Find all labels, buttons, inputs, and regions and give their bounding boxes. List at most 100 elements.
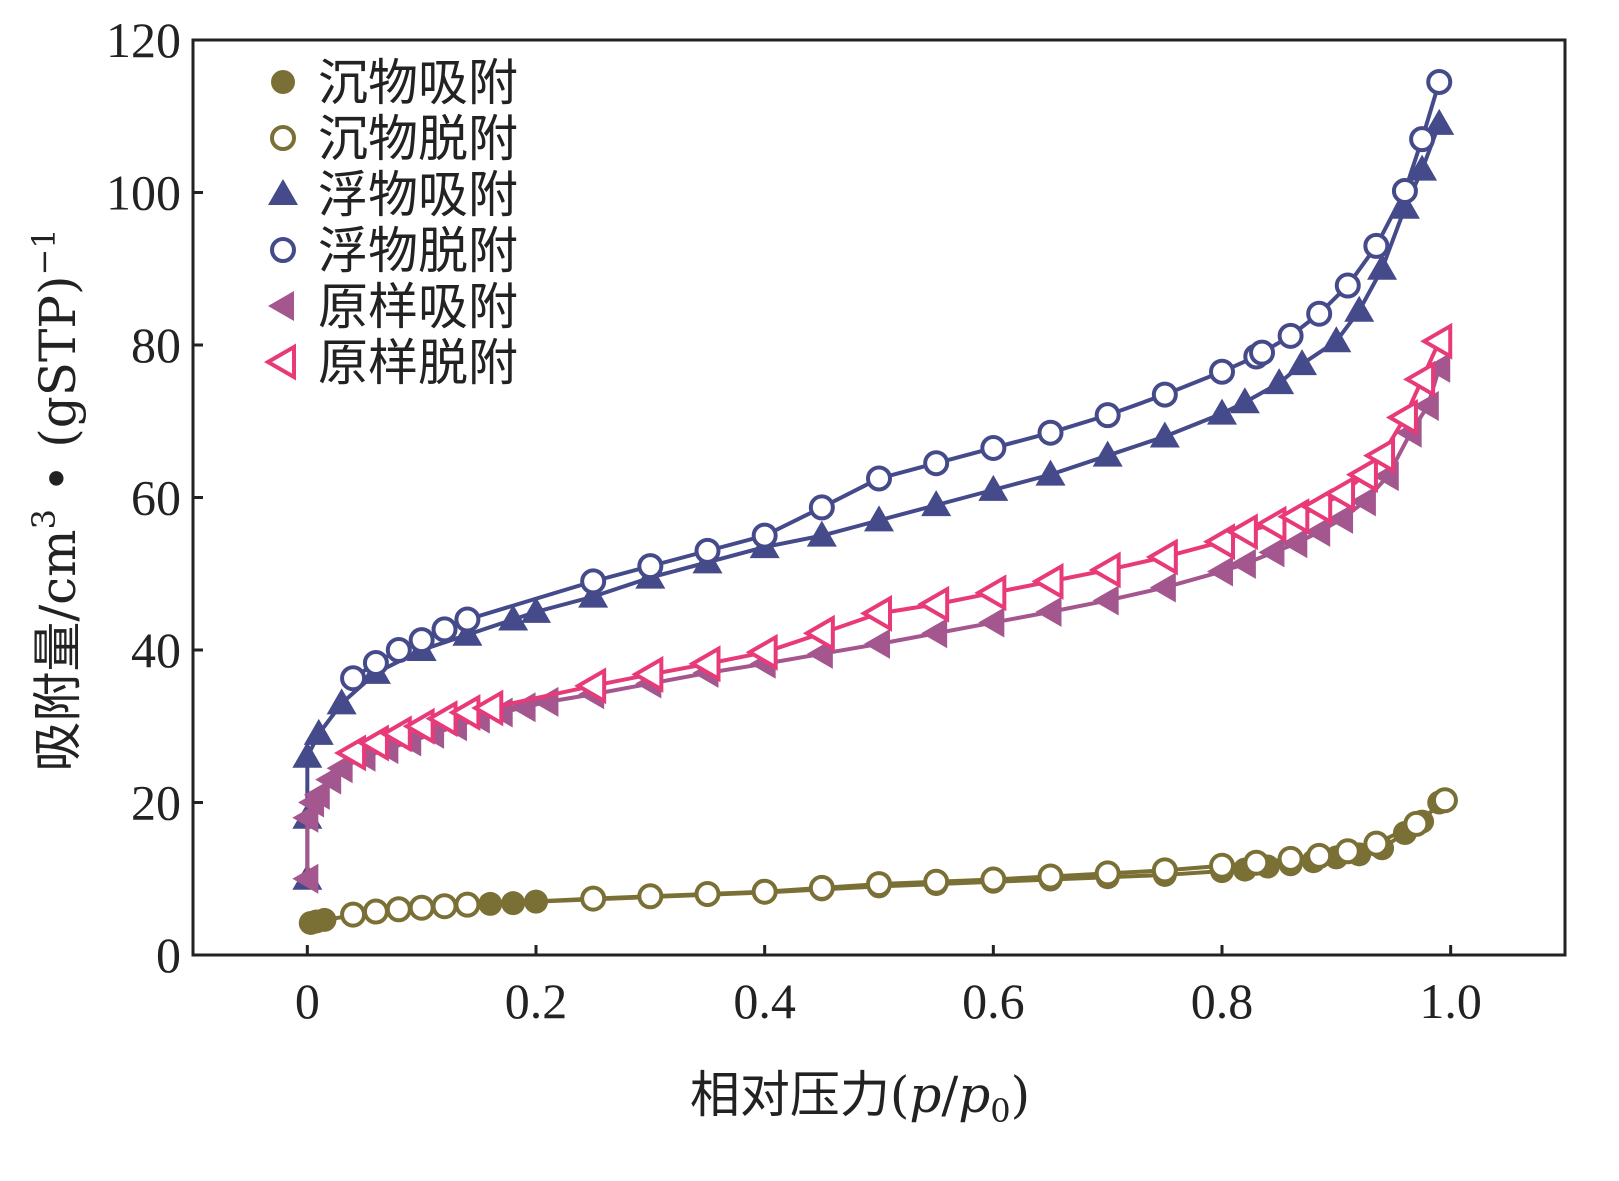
data-point bbox=[1092, 585, 1119, 616]
data-point bbox=[864, 505, 894, 532]
data-point bbox=[1323, 475, 1356, 513]
data-point bbox=[1363, 437, 1396, 475]
data-point bbox=[303, 779, 330, 810]
y-tick-label: 0 bbox=[156, 927, 181, 983]
data-point bbox=[1277, 322, 1304, 349]
data-point bbox=[356, 724, 389, 762]
data-point bbox=[362, 649, 389, 676]
data-point bbox=[1209, 852, 1235, 879]
data-point bbox=[1277, 845, 1304, 872]
data-point bbox=[1385, 398, 1418, 436]
data-point bbox=[448, 694, 481, 731]
y-tick-label: 40 bbox=[131, 622, 181, 678]
data-point bbox=[1094, 402, 1121, 429]
data-point bbox=[694, 537, 721, 564]
data-point bbox=[1327, 503, 1354, 534]
data-point bbox=[1403, 360, 1436, 398]
data-point bbox=[1151, 381, 1178, 408]
data-point bbox=[1264, 368, 1295, 395]
legend-label: 浮物脱附 bbox=[318, 222, 518, 280]
data-point bbox=[1389, 192, 1420, 219]
data-point bbox=[1287, 349, 1318, 376]
data-point bbox=[408, 627, 435, 654]
data-point bbox=[859, 594, 892, 632]
data-point bbox=[808, 874, 835, 901]
data-point bbox=[1151, 857, 1178, 884]
data-point bbox=[1391, 177, 1418, 204]
data-point bbox=[917, 585, 950, 623]
data-point bbox=[385, 896, 412, 923]
legend-label: 原样脱附 bbox=[318, 334, 518, 392]
data-point bbox=[521, 596, 551, 623]
data-point bbox=[1431, 787, 1458, 814]
legend-label: 沉物脱附 bbox=[318, 110, 518, 168]
data-point bbox=[425, 700, 458, 738]
data-point bbox=[1349, 486, 1376, 517]
data-point bbox=[1344, 295, 1375, 322]
y-tick-label: 120 bbox=[106, 12, 181, 68]
data-point bbox=[806, 520, 837, 547]
data-point bbox=[509, 692, 536, 723]
data-point bbox=[580, 568, 607, 595]
data-point bbox=[980, 866, 1007, 893]
data-point bbox=[1094, 860, 1121, 887]
data-point bbox=[1088, 551, 1121, 589]
data-point bbox=[574, 667, 607, 705]
data-point bbox=[1243, 849, 1270, 876]
data-point bbox=[1092, 440, 1123, 467]
data-point bbox=[292, 863, 319, 894]
data-point bbox=[431, 616, 458, 643]
data-point bbox=[866, 465, 892, 492]
data-point bbox=[688, 645, 721, 683]
data-point bbox=[1254, 505, 1287, 543]
data-point bbox=[452, 619, 483, 646]
data-point bbox=[974, 574, 1007, 612]
data-point bbox=[1426, 68, 1453, 95]
data-point bbox=[1409, 126, 1436, 153]
data-point bbox=[1149, 421, 1180, 448]
data-point bbox=[802, 614, 835, 652]
y-tick-label: 60 bbox=[131, 470, 181, 526]
y-tick-label: 100 bbox=[106, 165, 181, 221]
legend-item: 沉物吸附 bbox=[271, 54, 518, 112]
data-point bbox=[864, 628, 890, 659]
data-point bbox=[303, 718, 334, 745]
legend-item: 原样吸附 bbox=[268, 278, 518, 336]
data-point bbox=[978, 607, 1005, 638]
data-point bbox=[923, 868, 950, 895]
data-point bbox=[921, 490, 952, 517]
data-point bbox=[1424, 108, 1455, 135]
series-2 bbox=[292, 108, 1455, 890]
data-point bbox=[498, 604, 529, 631]
y-axis-label: 吸附量/cm3 • (gSTP)−1 bbox=[25, 228, 87, 771]
data-point bbox=[312, 907, 337, 932]
data-point bbox=[1412, 391, 1439, 421]
data-point bbox=[1207, 556, 1233, 587]
data-point bbox=[326, 753, 353, 784]
data-point bbox=[471, 689, 504, 727]
data-point bbox=[694, 881, 721, 907]
series-5 bbox=[334, 322, 1453, 772]
data-point bbox=[340, 901, 367, 928]
data-point bbox=[362, 898, 389, 925]
data-point bbox=[1031, 562, 1064, 600]
legend-label: 原样吸附 bbox=[318, 278, 518, 336]
legend-marker bbox=[270, 125, 296, 151]
y-tick-label: 80 bbox=[131, 317, 181, 373]
data-point bbox=[751, 878, 778, 905]
legend-marker bbox=[268, 291, 294, 321]
data-point bbox=[326, 688, 357, 715]
legend-marker bbox=[271, 70, 295, 94]
x-axis-label: 相对压力(p/p0) bbox=[690, 1066, 1030, 1130]
data-point bbox=[1300, 488, 1333, 526]
data-point bbox=[866, 871, 892, 898]
data-point bbox=[1207, 398, 1237, 425]
data-point bbox=[580, 885, 607, 912]
x-tick-label: 0.8 bbox=[1191, 973, 1254, 1029]
data-point bbox=[1321, 326, 1352, 353]
series-layer bbox=[292, 68, 1458, 935]
data-point bbox=[1035, 459, 1066, 486]
data-point bbox=[1035, 596, 1062, 627]
data-point bbox=[751, 522, 778, 549]
